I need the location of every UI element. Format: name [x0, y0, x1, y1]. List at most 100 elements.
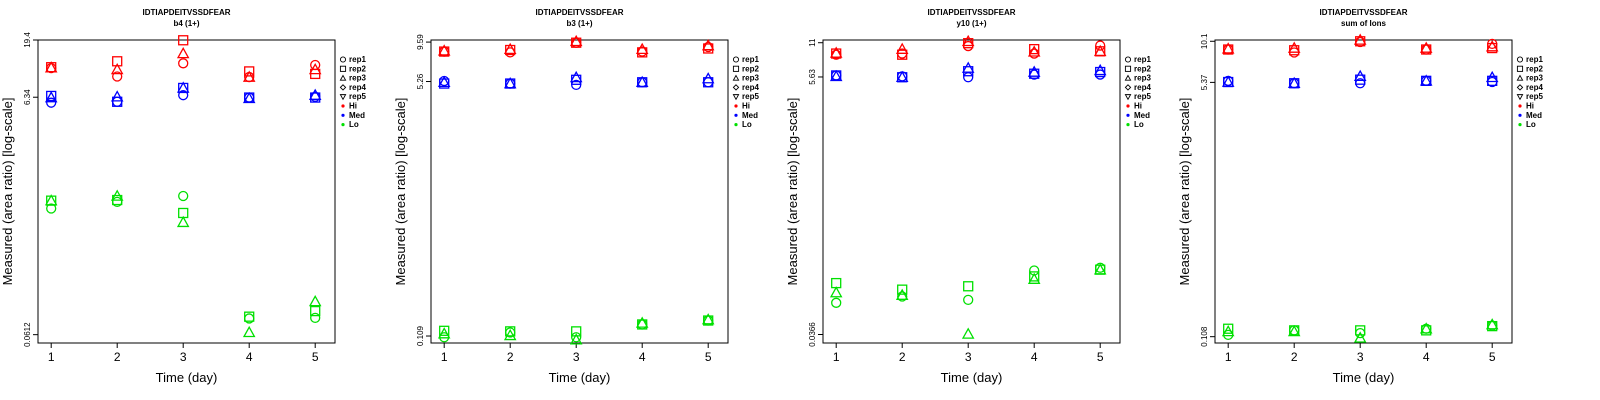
- data-point: [178, 58, 189, 69]
- legend-item: rep2: [732, 64, 759, 73]
- legend-item: Med: [1126, 111, 1150, 120]
- legend-symbol: [1516, 74, 1524, 81]
- legend-symbol: [1124, 84, 1132, 91]
- legend-label: rep5: [1526, 92, 1543, 101]
- legend-label: rep4: [349, 83, 366, 92]
- legend-item: rep1: [732, 55, 759, 64]
- data-point: [1355, 36, 1366, 48]
- data-point: [308, 294, 322, 307]
- legend-symbol: [1124, 65, 1132, 72]
- data-point: [178, 90, 189, 101]
- data-point: [44, 194, 58, 206]
- data-point: [1095, 40, 1106, 51]
- legend-dot: [341, 123, 345, 127]
- legend-symbol: [732, 84, 740, 91]
- legend-label: Hi: [349, 102, 357, 111]
- x-tick-label: 4: [639, 350, 646, 364]
- data-point: [703, 315, 714, 326]
- data-point: [829, 46, 843, 58]
- legend-symbol: [1516, 94, 1524, 101]
- data-point: [176, 81, 190, 93]
- data-point: [1355, 325, 1366, 336]
- legend-item: Lo: [1126, 120, 1144, 129]
- data-point: [701, 313, 715, 325]
- legend-item: Hi: [734, 102, 750, 111]
- y-tick-label: 0.0612: [23, 322, 32, 347]
- legend-dot: [1518, 104, 1522, 108]
- legend-symbol: [1516, 56, 1524, 63]
- data-point: [1221, 42, 1235, 54]
- legend-item: rep3: [1124, 74, 1151, 83]
- data-point: [1355, 36, 1366, 47]
- legend-label: rep2: [349, 64, 366, 73]
- legend-dot: [1126, 123, 1130, 127]
- data-point: [1487, 320, 1498, 332]
- y-tick-label: 10.1: [1200, 33, 1209, 49]
- y-tick-label: 6.34: [23, 89, 32, 105]
- series-hi: [437, 34, 715, 58]
- legend-item: Med: [734, 111, 758, 120]
- legend-symbol: [732, 65, 740, 72]
- series-lo: [44, 189, 322, 338]
- y-axis-label: Measured (area ratio) [log-scale]: [1177, 98, 1192, 286]
- legend-symbol: [732, 94, 740, 101]
- data-point: [112, 56, 123, 67]
- data-point: [1353, 331, 1367, 343]
- data-point: [1029, 43, 1040, 55]
- legend-dot: [1518, 113, 1522, 117]
- data-point: [242, 91, 256, 104]
- x-axis-label: Time (day): [156, 370, 218, 385]
- series-lo: [1221, 318, 1499, 343]
- x-tick-label: 5: [1489, 350, 1496, 364]
- data-point: [635, 75, 649, 88]
- chart-panel-1: IDTIAPDEITVSSDFEAR b4 (1+) 1 2 3 4 5 Time (day)…: [0, 8, 366, 385]
- y-tick-label: 9.59: [416, 34, 425, 50]
- legend-label: rep2: [1134, 64, 1151, 73]
- legend-label: rep4: [1526, 83, 1543, 92]
- data-point: [637, 319, 648, 330]
- legend-label: rep1: [349, 55, 366, 64]
- data-point: [571, 37, 582, 48]
- chart-title: IDTIAPDEITVSSDFEAR: [142, 8, 230, 17]
- legend-label: Lo: [1526, 120, 1536, 129]
- data-point: [1419, 322, 1433, 334]
- x-tick-label: 4: [1423, 350, 1430, 364]
- data-point: [44, 61, 58, 73]
- data-point: [437, 75, 451, 88]
- data-point: [110, 62, 124, 75]
- legend-dot: [1126, 113, 1130, 117]
- data-point: [1353, 69, 1367, 82]
- data-point: [1029, 271, 1040, 282]
- legend-symbol: [339, 84, 347, 91]
- data-point: [569, 70, 583, 83]
- chart-title: IDTIAPDEITVSSDFEAR: [535, 8, 623, 17]
- legend-label: Hi: [1134, 102, 1142, 111]
- data-point: [110, 90, 124, 102]
- legend-dot: [734, 104, 738, 108]
- data-point: [1419, 74, 1433, 86]
- legend-symbol: [1516, 65, 1524, 72]
- legend-symbol: [1516, 84, 1524, 91]
- legend-symbol: [339, 65, 347, 72]
- data-point: [961, 34, 975, 47]
- data-point: [46, 203, 57, 214]
- legend-label: rep2: [742, 64, 759, 73]
- data-point: [569, 34, 583, 47]
- data-point: [112, 71, 123, 82]
- legend-label: Med: [1134, 111, 1150, 120]
- legend-symbol: [1124, 94, 1132, 101]
- legend-item: Lo: [1518, 120, 1536, 129]
- legend-label: rep3: [349, 74, 366, 83]
- legend-item: rep1: [339, 55, 366, 64]
- data-point: [897, 49, 908, 60]
- plot-area: [430, 39, 729, 344]
- data-point: [569, 333, 583, 345]
- legend-item: rep4: [1124, 83, 1151, 92]
- data-point: [1027, 272, 1041, 284]
- data-point: [963, 281, 974, 292]
- legend-item: Med: [341, 111, 365, 120]
- y-tick-label: 5.26: [416, 73, 425, 89]
- legend-item: rep4: [732, 83, 759, 92]
- data-point: [503, 328, 517, 341]
